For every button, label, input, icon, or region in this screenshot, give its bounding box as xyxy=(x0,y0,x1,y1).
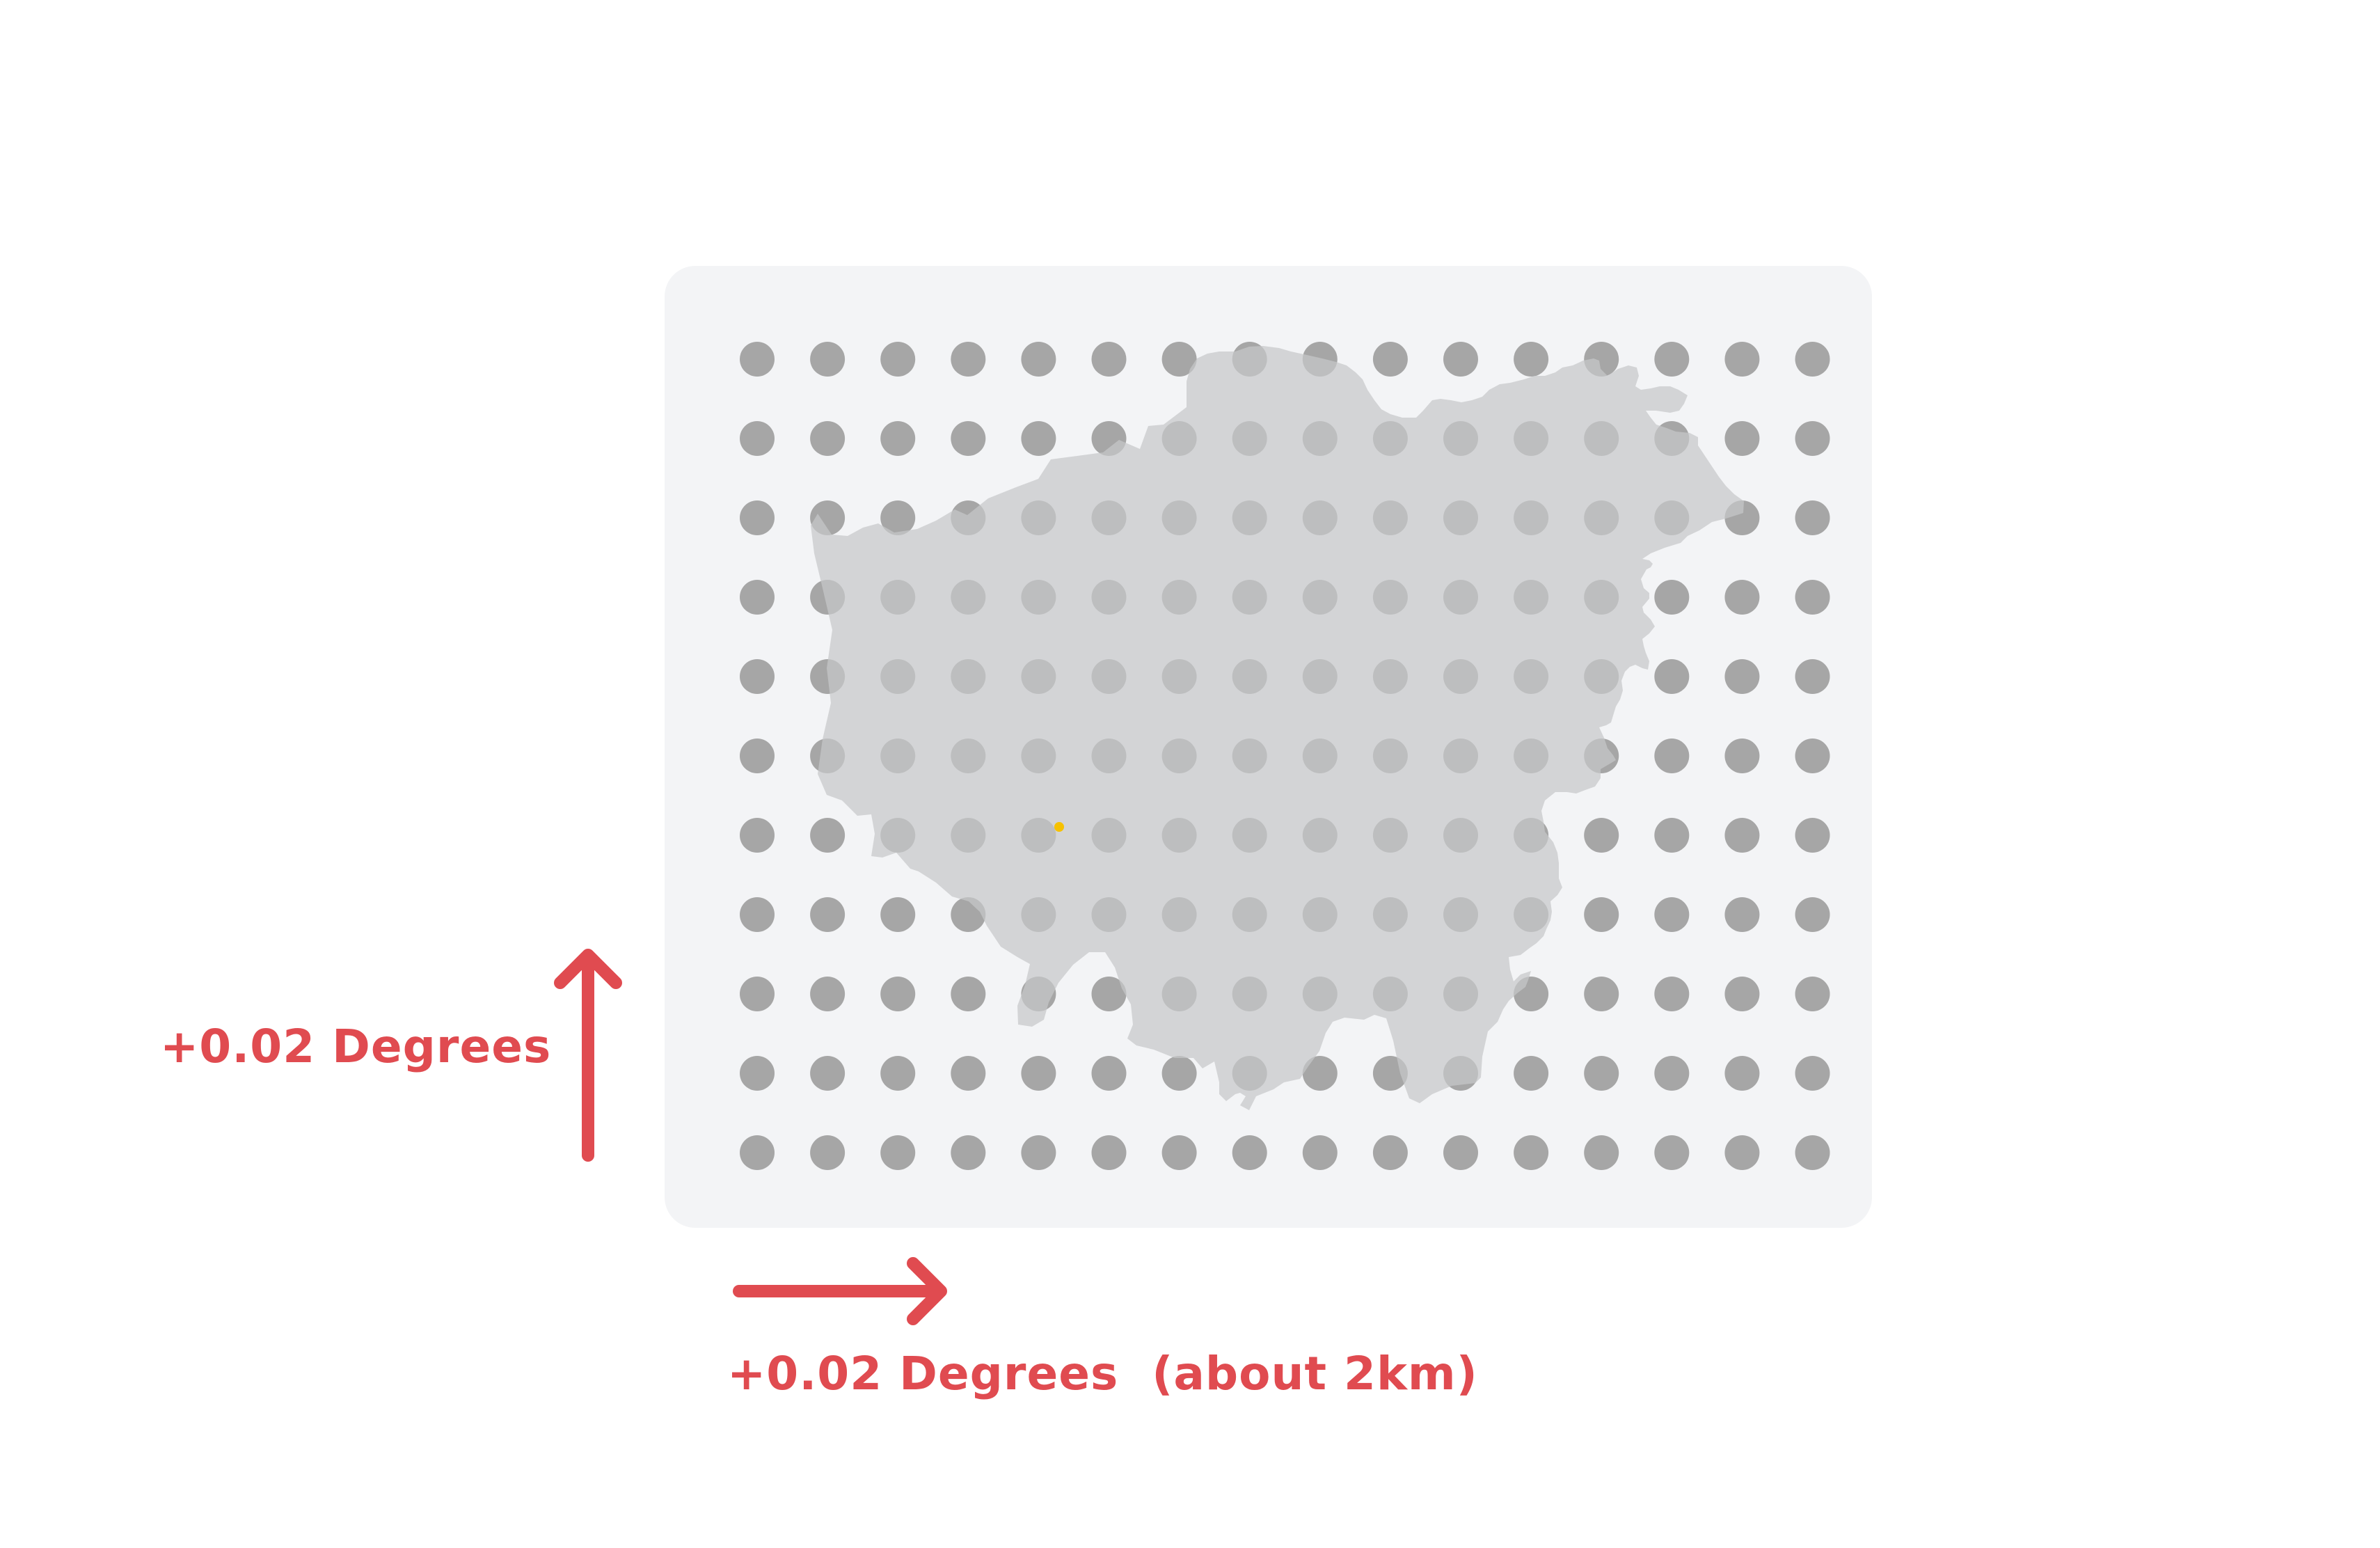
grid-dot xyxy=(1584,1135,1619,1170)
grid-dot xyxy=(1091,1135,1127,1170)
grid-dot xyxy=(1372,342,1408,377)
grid-dot xyxy=(1795,818,1830,853)
grid-dot xyxy=(951,977,986,1011)
grid-dot xyxy=(1795,659,1830,694)
grid-dot xyxy=(1161,342,1197,377)
grid-dot xyxy=(1724,818,1760,853)
grid-dot xyxy=(1514,1056,1549,1091)
grid-dot xyxy=(740,897,775,932)
grid-dot xyxy=(1161,1135,1197,1170)
grid-dot xyxy=(1795,500,1830,535)
grid-dot xyxy=(810,977,846,1011)
grid-dot xyxy=(740,1056,775,1091)
grid-dot xyxy=(1654,1135,1690,1170)
grid-dot xyxy=(1654,818,1690,853)
grid-dot xyxy=(1654,580,1690,615)
grid-dot xyxy=(1302,1056,1338,1091)
vertical-step-label: +0.02 Degrees xyxy=(160,1020,552,1073)
grid-dot xyxy=(1584,1056,1619,1091)
grid-dot xyxy=(1514,1135,1549,1170)
grid-dot xyxy=(1091,1056,1127,1091)
grid-dot xyxy=(740,659,775,694)
grid-dot xyxy=(1724,1056,1760,1091)
grid-dot xyxy=(1654,1056,1690,1091)
grid-dot xyxy=(880,897,916,932)
grid-dot xyxy=(1654,977,1690,1011)
grid-dot xyxy=(1724,739,1760,773)
grid-dot xyxy=(1514,342,1549,377)
arrow-right-icon xyxy=(733,1257,947,1325)
grid-dot xyxy=(1584,897,1619,932)
grid-dot xyxy=(1302,1135,1338,1170)
grid-dot xyxy=(740,421,775,456)
grid-dot xyxy=(1161,1056,1197,1091)
grid-dot xyxy=(951,1056,986,1091)
grid-dot xyxy=(1795,1056,1830,1091)
grid-dot xyxy=(1091,342,1127,377)
grid-dot xyxy=(1724,580,1760,615)
grid-dot xyxy=(740,977,775,1011)
grid-dot xyxy=(880,421,916,456)
grid-dot xyxy=(810,1135,846,1170)
grid-dot xyxy=(1724,897,1760,932)
grid-dot xyxy=(1724,659,1760,694)
grid-dot xyxy=(1724,977,1760,1011)
grid-dot xyxy=(1654,897,1690,932)
grid-dot xyxy=(1795,342,1830,377)
grid-dot xyxy=(1654,342,1690,377)
grid-dot xyxy=(951,1135,986,1170)
grid-dot xyxy=(1724,1135,1760,1170)
grid-dot xyxy=(1795,897,1830,932)
grid-dot xyxy=(1724,421,1760,456)
grid-dot xyxy=(740,1135,775,1170)
grid-dot xyxy=(740,739,775,773)
grid-dot xyxy=(1021,1056,1056,1091)
grid-dot xyxy=(1795,739,1830,773)
grid-dot xyxy=(1021,421,1056,456)
grid-dot xyxy=(880,1056,916,1091)
grid-dot xyxy=(810,421,846,456)
grid-dot xyxy=(1443,342,1478,377)
grid-dot xyxy=(1654,659,1690,694)
grid-dot xyxy=(810,897,846,932)
grid-dot xyxy=(810,1056,846,1091)
region-outline xyxy=(811,346,1744,1110)
location-dot-icon xyxy=(1054,822,1064,832)
grid-dot xyxy=(1654,739,1690,773)
grid-dot xyxy=(740,818,775,853)
grid-dot xyxy=(740,342,775,377)
grid-dot xyxy=(1795,580,1830,615)
grid-dot xyxy=(810,818,846,853)
grid-dot xyxy=(880,1135,916,1170)
grid-dot xyxy=(1091,977,1127,1011)
grid-dot xyxy=(1724,342,1760,377)
grid-dot xyxy=(740,580,775,615)
grid-dot xyxy=(1584,818,1619,853)
grid-dot xyxy=(1795,1135,1830,1170)
grid-dot xyxy=(1443,1135,1478,1170)
grid-dot xyxy=(1795,977,1830,1011)
grid-dot xyxy=(880,500,916,535)
grid-dot xyxy=(740,500,775,535)
grid-dot xyxy=(810,342,846,377)
grid-dot xyxy=(880,342,916,377)
grid-dot xyxy=(1021,342,1056,377)
grid-dot xyxy=(880,977,916,1011)
grid-dot xyxy=(1232,1135,1267,1170)
arrow-up-icon xyxy=(554,949,622,1162)
grid-dot xyxy=(1021,1135,1056,1170)
grid-dot xyxy=(951,342,986,377)
grid-dot xyxy=(1372,1135,1408,1170)
grid-dot xyxy=(1584,977,1619,1011)
grid-dot xyxy=(951,421,986,456)
grid-dot xyxy=(1795,421,1830,456)
horizontal-step-label: +0.02 Degrees (about 2km) xyxy=(727,1347,1478,1400)
